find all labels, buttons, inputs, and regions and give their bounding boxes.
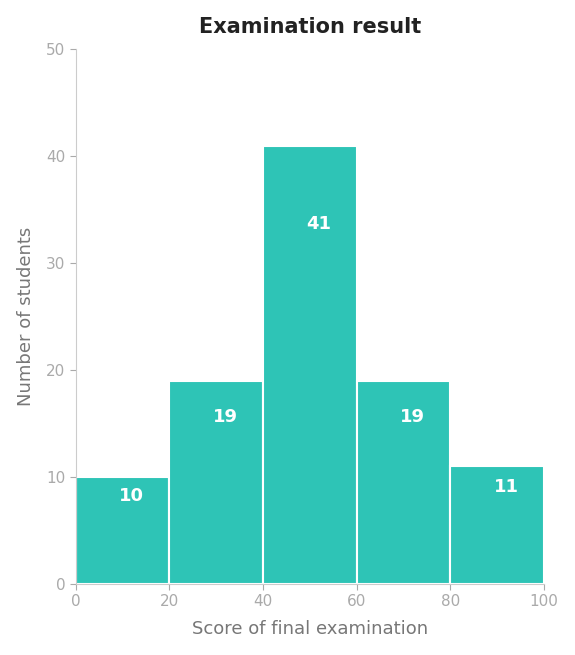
Bar (169, 381, 263, 584)
Text: 10: 10 (119, 487, 144, 505)
Title: Examination result: Examination result (198, 16, 421, 37)
X-axis label: Score of final examination: Score of final examination (191, 620, 428, 639)
Y-axis label: Number of students: Number of students (17, 227, 34, 406)
Bar (263, 145, 356, 584)
Text: 19: 19 (213, 408, 238, 426)
Text: 11: 11 (494, 478, 519, 496)
Bar (356, 381, 450, 584)
Bar (450, 466, 544, 584)
Bar (75, 477, 169, 584)
Text: 41: 41 (306, 215, 332, 233)
Text: 19: 19 (400, 408, 426, 426)
